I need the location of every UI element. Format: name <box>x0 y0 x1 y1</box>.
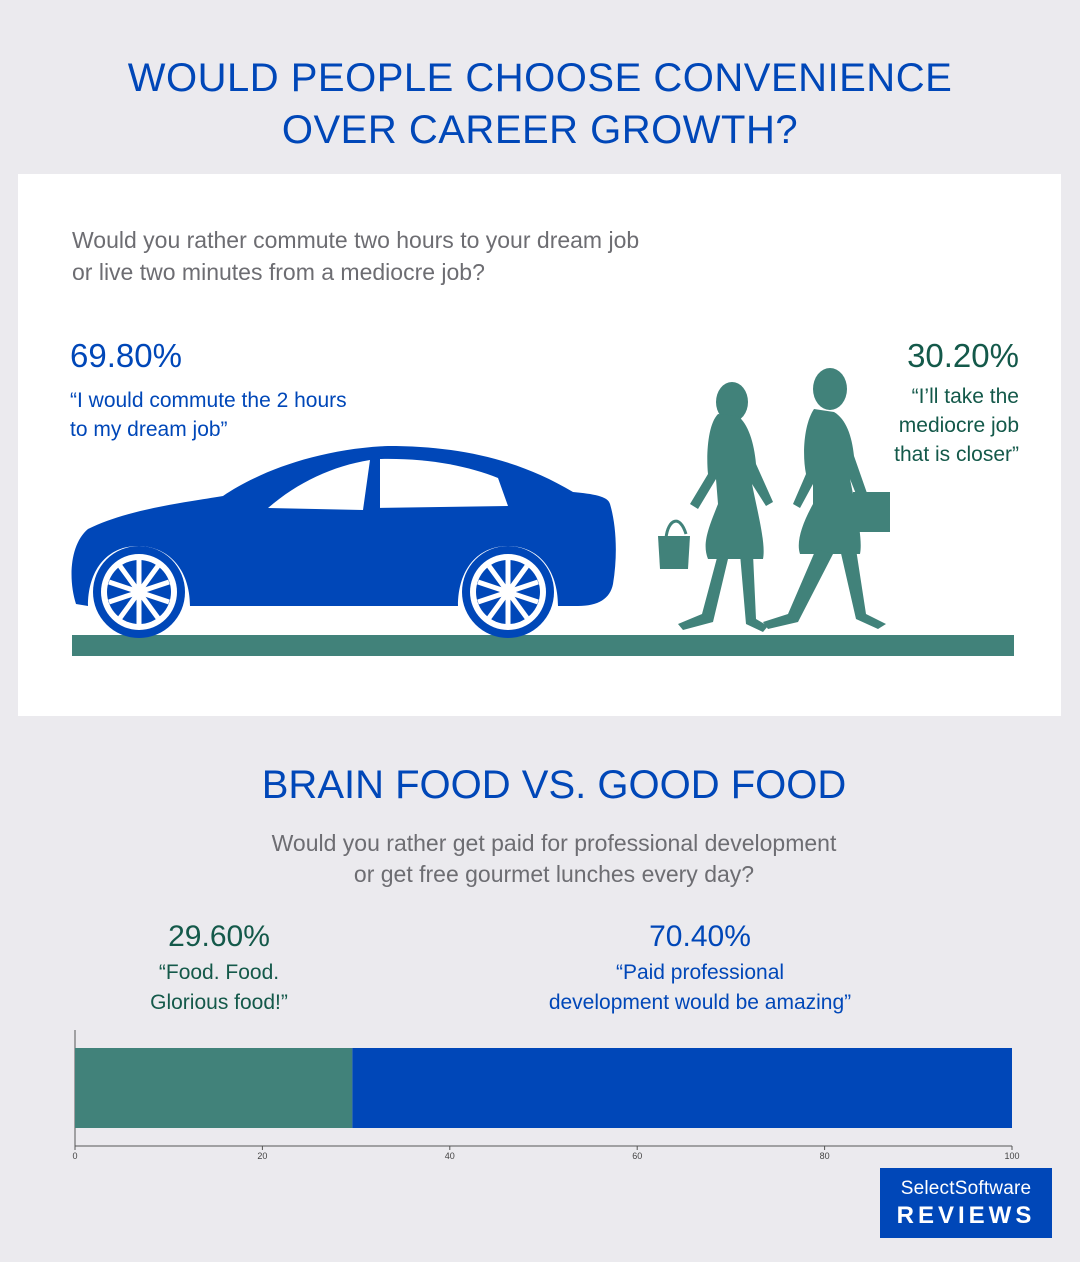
x-tick-label: 100 <box>1004 1151 1019 1161</box>
commute-card: Would you rather commute two hours to yo… <box>18 174 1061 716</box>
food-section-title: BRAIN FOOD VS. GOOD FOOD <box>261 763 847 807</box>
quote-line-1: “Paid professional <box>615 961 785 984</box>
commute-illustration <box>71 368 1014 656</box>
title-line-1: WOULD PEOPLE CHOOSE CONVENIENCE <box>127 56 953 100</box>
commute-left-quote: “I would commute the 2 hours to my dream… <box>70 386 430 444</box>
quote-line-2: development would be amazing” <box>548 991 852 1014</box>
commute-question: Would you rather commute two hours to yo… <box>72 224 772 288</box>
x-tick-label: 80 <box>820 1151 830 1161</box>
stacked-bar-chart: 0 20 40 60 80 100 <box>72 1030 1020 1161</box>
car-icon <box>71 446 616 638</box>
quote-line-2: to my dream job” <box>70 418 228 441</box>
food-right-percentage: 70.40% <box>649 920 751 953</box>
logo-line-1: SelectSoftware <box>900 1178 1032 1199</box>
page-title: WOULD PEOPLE CHOOSE CONVENIENCE OVER CAR… <box>0 52 1080 156</box>
quote-line-1: “Food. Food. <box>158 961 280 984</box>
x-tick-label: 0 <box>72 1151 77 1161</box>
woman-right <box>763 368 890 629</box>
food-left-quote: “Food. Food. Glorious food!” <box>119 958 319 1018</box>
quote-line-3: that is closer” <box>894 443 1019 466</box>
walking-women-icon <box>658 368 890 632</box>
quote-line-1: “I’ll take the <box>911 385 1019 408</box>
x-tick-label: 20 <box>257 1151 267 1161</box>
question-line-1: Would you rather get paid for profession… <box>271 830 837 856</box>
commute-right-quote: “I’ll take the mediocre job that is clos… <box>819 382 1019 469</box>
food-left-percentage: 29.60% <box>168 920 270 953</box>
x-tick-label: 60 <box>632 1151 642 1161</box>
quote-line-1: “I would commute the 2 hours <box>70 389 347 412</box>
title-line-2: OVER CAREER GROWTH? <box>281 108 799 152</box>
commute-left-percentage: 69.80% <box>70 337 182 374</box>
woman-left <box>658 382 773 632</box>
rear-wheel <box>462 546 554 638</box>
commute-right-percentage: 30.20% <box>907 337 1019 374</box>
quote-line-2: Glorious food!” <box>150 991 288 1014</box>
food-right-quote: “Paid professional development would be … <box>460 958 940 1018</box>
question-line-1: Would you rather commute two hours to yo… <box>72 227 640 253</box>
bar-segment-2 <box>352 1048 1012 1128</box>
food-question: Would you rather get paid for profession… <box>0 828 1080 890</box>
selectsoftware-reviews-logo: SelectSoftware REVIEWS <box>880 1168 1052 1238</box>
x-tick-label: 40 <box>445 1151 455 1161</box>
front-wheel <box>93 546 185 638</box>
bar-segment-1 <box>75 1048 353 1128</box>
question-line-2: or live two minutes from a mediocre job? <box>72 259 485 285</box>
road <box>72 635 1014 656</box>
quote-line-2: mediocre job <box>898 414 1019 437</box>
logo-line-2: REVIEWS <box>896 1202 1036 1229</box>
question-line-2: or get free gourmet lunches every day? <box>353 861 755 887</box>
